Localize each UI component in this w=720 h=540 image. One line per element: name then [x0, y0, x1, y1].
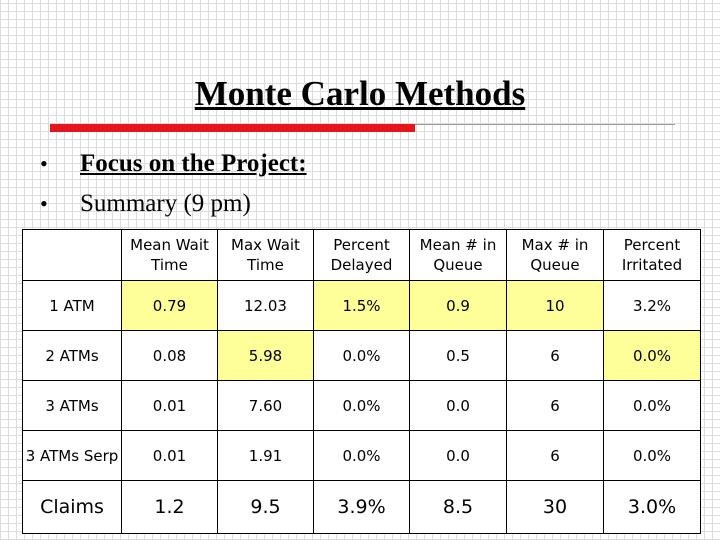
table-cell: 0.0: [409, 430, 507, 481]
header-cell-corner: [22, 229, 122, 281]
title-underline-grey-line: [415, 124, 675, 125]
bullet-marker: •: [40, 151, 48, 176]
header-cell: Max Wait Time: [217, 229, 314, 281]
bullet-item: • Focus on the Project:: [40, 144, 307, 184]
results-table: Mean Wait Time Max Wait Time Percent Del…: [22, 229, 701, 534]
table-cell: 5.98: [217, 330, 314, 381]
bullet-marker: •: [40, 191, 48, 216]
table-cell: 0.0%: [603, 380, 701, 431]
table-cell: 1.2: [121, 480, 218, 534]
table-cell: 6: [506, 380, 604, 431]
table-row: 2 ATMs 0.08 5.98 0.0% 0.5 6 0.0%: [22, 330, 701, 381]
table-cell: 0.0%: [603, 430, 701, 481]
table-cell: 30: [506, 480, 604, 534]
table-cell: 0.0%: [313, 380, 410, 431]
table-cell: 8.5: [409, 480, 507, 534]
table-cell: 7.60: [217, 380, 314, 431]
table-cell: 12.03: [217, 280, 314, 331]
table-cell: 9.5: [217, 480, 314, 534]
header-cell: Mean # in Queue: [409, 229, 507, 281]
table-cell: 0.79: [121, 280, 218, 331]
header-cell: Max # in Queue: [506, 229, 604, 281]
bullet-text-focus: Focus on the Project:: [80, 150, 307, 177]
table-row: Claims 1.2 9.5 3.9% 8.5 30 3.0%: [22, 480, 701, 534]
table-header-row: Mean Wait Time Max Wait Time Percent Del…: [22, 229, 701, 281]
row-label-cell: 1 ATM: [22, 280, 122, 331]
table-cell: 0.01: [121, 380, 218, 431]
table-cell: 10: [506, 280, 604, 331]
row-label-cell: Claims: [22, 480, 122, 534]
table-cell: 6: [506, 430, 604, 481]
table-row: 3 ATMs Serp 0.01 1.91 0.0% 0.0 6 0.0%: [22, 430, 701, 481]
row-label-cell: 2 ATMs: [22, 330, 122, 381]
header-cell: Percent Irritated: [603, 229, 701, 281]
table-cell: 0.0%: [313, 430, 410, 481]
table-cell: 0.01: [121, 430, 218, 481]
table-cell: 3.9%: [313, 480, 410, 534]
table-cell: 1.91: [217, 430, 314, 481]
table-row: 3 ATMs 0.01 7.60 0.0% 0.0 6 0.0%: [22, 380, 701, 431]
table-cell: 1.5%: [313, 280, 410, 331]
table-cell: 0.9: [409, 280, 507, 331]
bullet-item: • Summary (9 pm): [40, 184, 307, 224]
table-row: 1 ATM 0.79 12.03 1.5% 0.9 10 3.2%: [22, 280, 701, 331]
table-cell: 3.0%: [603, 480, 701, 534]
header-cell: Percent Delayed: [313, 229, 410, 281]
bullet-text-summary: Summary (9 pm): [80, 190, 251, 217]
table-cell: 3.2%: [603, 280, 701, 331]
row-label-cell: 3 ATMs: [22, 380, 122, 431]
slide-title: Monte Carlo Methods: [194, 74, 526, 113]
bullet-list: • Focus on the Project: • Summary (9 pm): [40, 144, 307, 224]
table-cell: 0.08: [121, 330, 218, 381]
row-label-cell: 3 ATMs Serp: [22, 430, 122, 481]
table-cell: 0.0: [409, 380, 507, 431]
table-cell: 0.5: [409, 330, 507, 381]
table-cell: 0.0%: [603, 330, 701, 381]
table-cell: 0.0%: [313, 330, 410, 381]
table-cell: 6: [506, 330, 604, 381]
title-underline-red-bar: [50, 124, 415, 132]
header-cell: Mean Wait Time: [121, 229, 218, 281]
